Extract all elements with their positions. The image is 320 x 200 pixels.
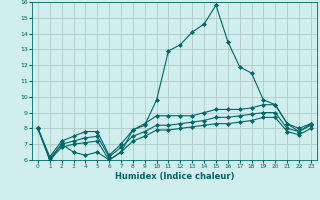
X-axis label: Humidex (Indice chaleur): Humidex (Indice chaleur) <box>115 172 234 181</box>
